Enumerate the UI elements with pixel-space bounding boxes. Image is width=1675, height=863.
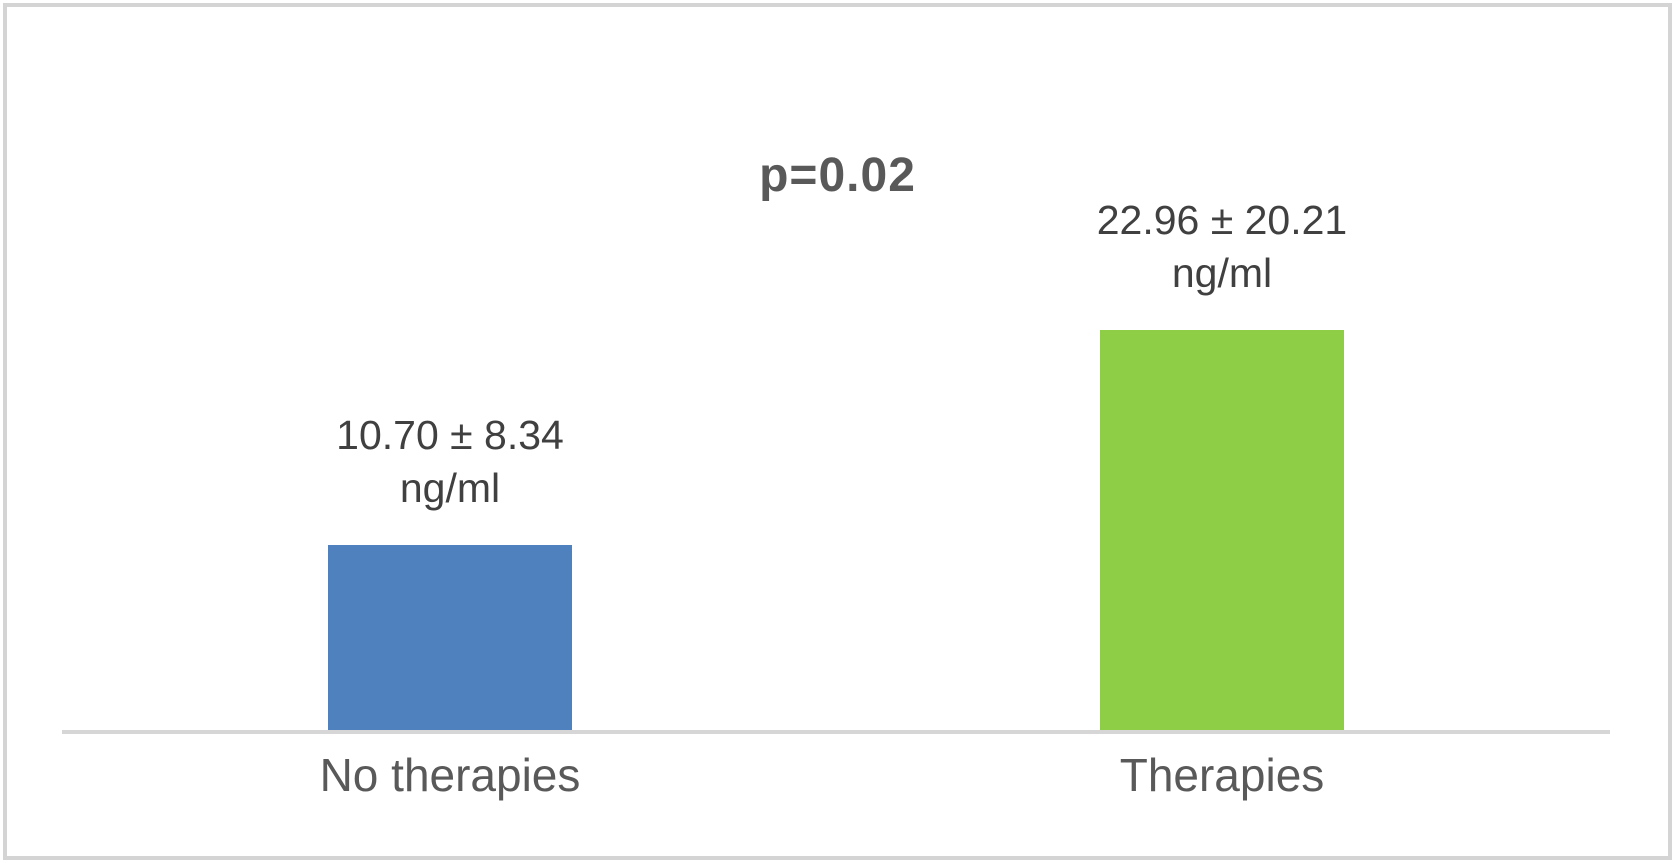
- bar-no-therapies: [328, 545, 572, 732]
- bar-therapies: [1100, 330, 1344, 732]
- bar-value-label-no-therapies: 10.70 ± 8.34 ng/ml: [210, 409, 690, 515]
- bar-value-label-therapies: 22.96 ± 20.21 ng/ml: [982, 194, 1462, 300]
- bar-value-unit: ng/ml: [399, 465, 501, 511]
- p-value-annotation: p=0.02: [759, 149, 916, 202]
- bar-value-text: 10.70 ± 8.34: [336, 412, 564, 458]
- x-axis-line: [62, 730, 1610, 734]
- bar-group-therapies: 22.96 ± 20.21 ng/ml Therapies: [982, 0, 1462, 863]
- bar-group-no-therapies: 10.70 ± 8.34 ng/ml No therapies: [210, 0, 690, 863]
- x-axis-category-label-no-therapies: No therapies: [319, 749, 581, 801]
- x-axis-category-label-therapies: Therapies: [1119, 749, 1325, 801]
- bar-value-text: 22.96 ± 20.21: [1096, 197, 1348, 243]
- bar-value-unit: ng/ml: [1171, 250, 1273, 296]
